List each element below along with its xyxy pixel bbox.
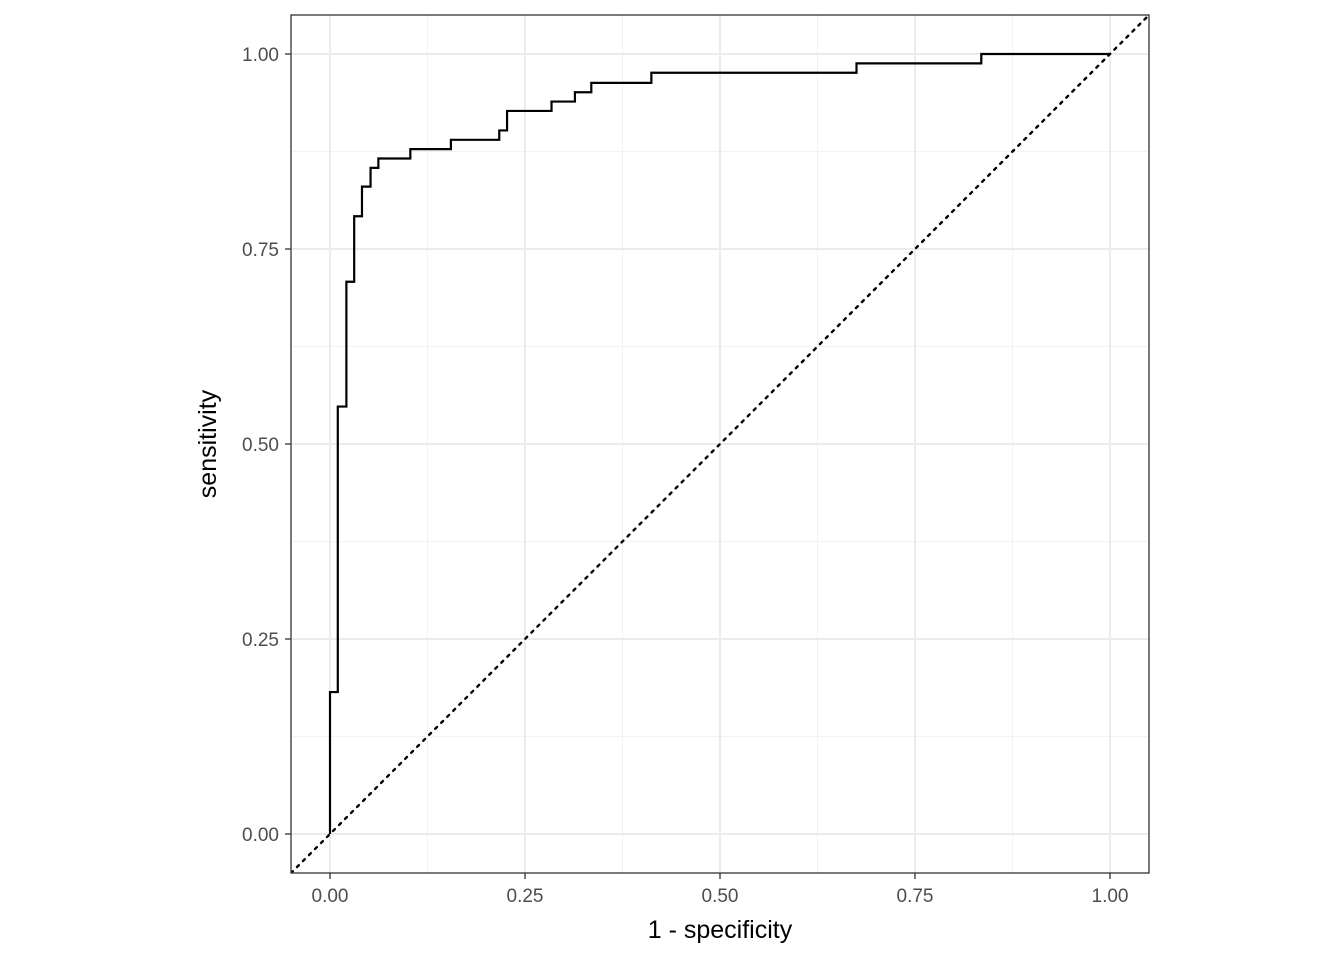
y-tick-label: 0.25 (242, 630, 279, 651)
x-tick-label: 0.25 (507, 886, 544, 907)
x-axis: 0.00 0.25 0.50 0.75 1.00 (312, 873, 1129, 907)
x-tick-label: 0.75 (897, 886, 934, 907)
y-tick-label: 0.75 (242, 240, 279, 261)
series-layer (291, 15, 1149, 873)
y-tick-label: 1.00 (242, 45, 279, 66)
x-tick-label: 0.50 (702, 886, 739, 907)
roc-curve-line (328, 52, 1110, 834)
x-axis-title: 1 - specificity (648, 916, 793, 944)
y-tick-label: 0.50 (242, 435, 279, 456)
x-tick-label: 1.00 (1092, 886, 1129, 907)
y-tick-label: 0.00 (242, 825, 279, 846)
x-tick-label: 0.00 (312, 886, 349, 907)
y-axis-title: sensitivity (194, 389, 222, 498)
y-axis: 0.00 0.25 0.50 0.75 1.00 (242, 45, 291, 846)
reference-diagonal-line (291, 15, 1149, 873)
